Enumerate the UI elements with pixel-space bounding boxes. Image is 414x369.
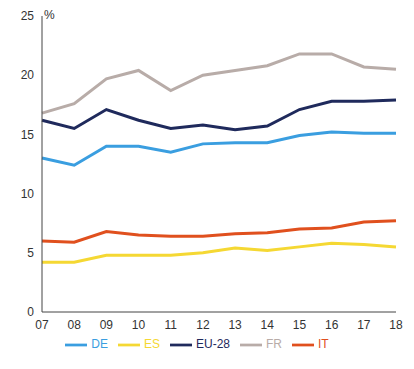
svg-text:0: 0 <box>27 305 34 319</box>
svg-text:15: 15 <box>21 128 35 142</box>
svg-text:14: 14 <box>261 318 275 332</box>
svg-text:10: 10 <box>132 318 146 332</box>
svg-text:12: 12 <box>196 318 210 332</box>
html-text:ES: ES <box>144 337 160 352</box>
html-text:DE: DE <box>91 337 108 352</box>
svg-text:20: 20 <box>21 68 35 82</box>
svg-text:25: 25 <box>21 9 35 23</box>
svg-text:17: 17 <box>357 318 371 332</box>
svg-text:09: 09 <box>100 318 114 332</box>
html-text:IT: IT <box>318 337 329 352</box>
svg-text:15: 15 <box>293 318 307 332</box>
html-text:FR: FR <box>266 337 282 352</box>
svg-text:07: 07 <box>35 318 49 332</box>
svg-text:18: 18 <box>389 318 403 332</box>
svg-text:08: 08 <box>68 318 82 332</box>
svg-text:5: 5 <box>27 246 34 260</box>
svg-text:11: 11 <box>164 318 177 332</box>
svg-text:13: 13 <box>228 318 242 332</box>
svg-text:10: 10 <box>21 187 35 201</box>
html-text:EU-28: EU-28 <box>196 337 230 352</box>
svg-text:16: 16 <box>325 318 339 332</box>
